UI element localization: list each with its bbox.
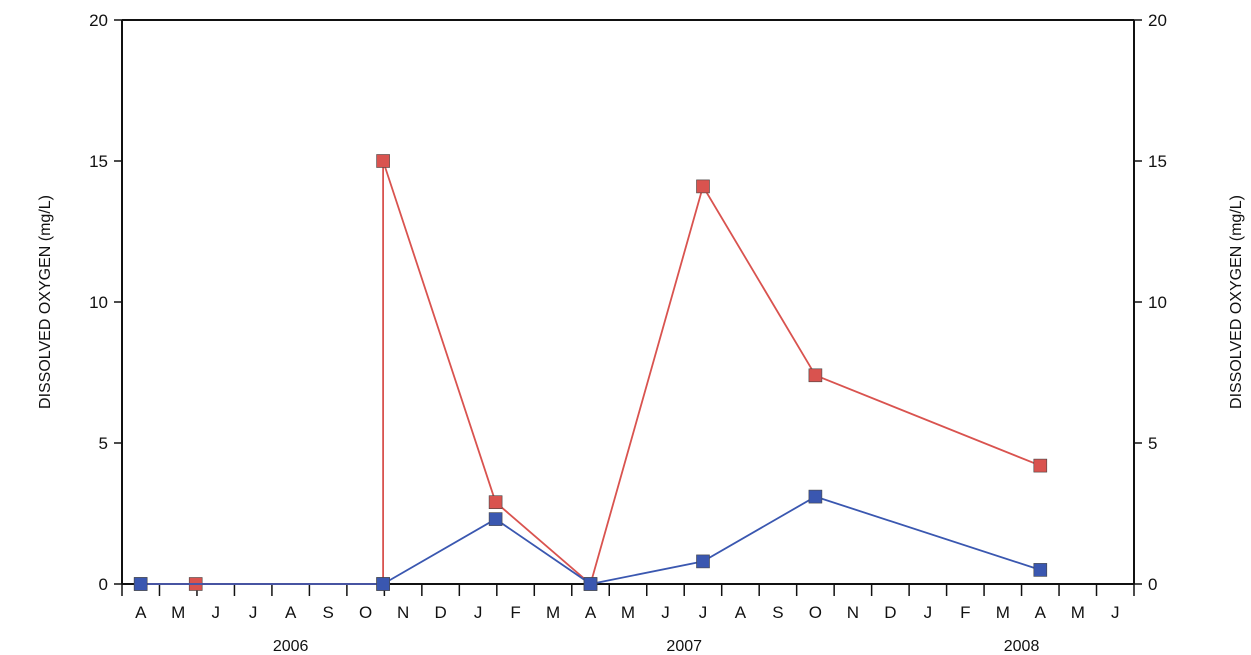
x-month-label: J: [661, 603, 670, 622]
x-month-label: A: [135, 603, 147, 622]
left-y-tick-label: 5: [99, 434, 108, 453]
left-y-axis: 0 5 10 15 20: [89, 11, 122, 594]
x-month-label: A: [735, 603, 747, 622]
x-month-label: J: [1111, 603, 1120, 622]
x-month-label: S: [322, 603, 333, 622]
left-axis-title: DISSOLVED OXYGEN (mg/L): [37, 195, 54, 409]
x-month-label: A: [1035, 603, 1047, 622]
x-month-label: N: [397, 603, 409, 622]
x-year-label: 2006: [273, 638, 309, 655]
x-month-label: A: [585, 603, 597, 622]
right-y-axis: 0 5 10 15 20: [1134, 11, 1167, 594]
series-2-point: [583, 577, 598, 591]
x-month-label: J: [474, 603, 483, 622]
right-y-tick-label: 5: [1148, 434, 1157, 453]
series-1-point: [808, 368, 823, 383]
series-2-point: [376, 577, 390, 591]
x-month-label: J: [249, 603, 258, 622]
series-2-point: [133, 577, 148, 591]
x-month-label: N: [847, 603, 859, 622]
x-month-label: F: [510, 603, 520, 622]
x-year-label: 2008: [1004, 638, 1040, 655]
series-2-point: [696, 554, 710, 569]
x-month-label: A: [285, 603, 297, 622]
right-y-tick-label: 10: [1148, 293, 1167, 312]
left-y-tick-label: 0: [99, 575, 108, 594]
x-month-label: D: [434, 603, 446, 622]
series-layer: [133, 154, 1048, 591]
x-month-label: J: [699, 603, 708, 622]
x-month-label: J: [924, 603, 933, 622]
x-month-label: D: [884, 603, 896, 622]
x-year-label: 2007: [666, 638, 702, 655]
series-1-point: [376, 154, 390, 168]
right-y-tick-label: 0: [1148, 575, 1157, 594]
x-month-label: M: [171, 603, 185, 622]
x-axis: A M J J A S O N D J F M A M J J A S O N D J F M A M J 2006 2007 2008: [121, 584, 1135, 655]
left-y-tick-label: 20: [89, 11, 108, 30]
series-1-point: [1033, 458, 1048, 473]
left-y-tick-label: 15: [89, 152, 108, 171]
series-2-point: [488, 512, 503, 526]
x-month-label: J: [211, 603, 220, 622]
right-y-tick-label: 20: [1148, 11, 1167, 30]
x-month-label: O: [809, 603, 822, 622]
series-2-point: [1033, 563, 1048, 577]
series-2-point: [808, 489, 823, 504]
x-month-label: F: [960, 603, 970, 622]
x-month-label: M: [996, 603, 1010, 622]
right-y-tick-label: 15: [1148, 152, 1167, 171]
series-1-point: [488, 495, 503, 510]
x-month-label: M: [621, 603, 635, 622]
x-month-label: O: [359, 603, 372, 622]
right-axis-title: DISSOLVED OXYGEN (mg/L): [1228, 195, 1245, 409]
left-y-tick-label: 10: [89, 293, 108, 312]
x-month-label: M: [1071, 603, 1085, 622]
x-month-label: S: [772, 603, 783, 622]
series-1-point: [696, 179, 710, 194]
x-month-label: M: [546, 603, 560, 622]
